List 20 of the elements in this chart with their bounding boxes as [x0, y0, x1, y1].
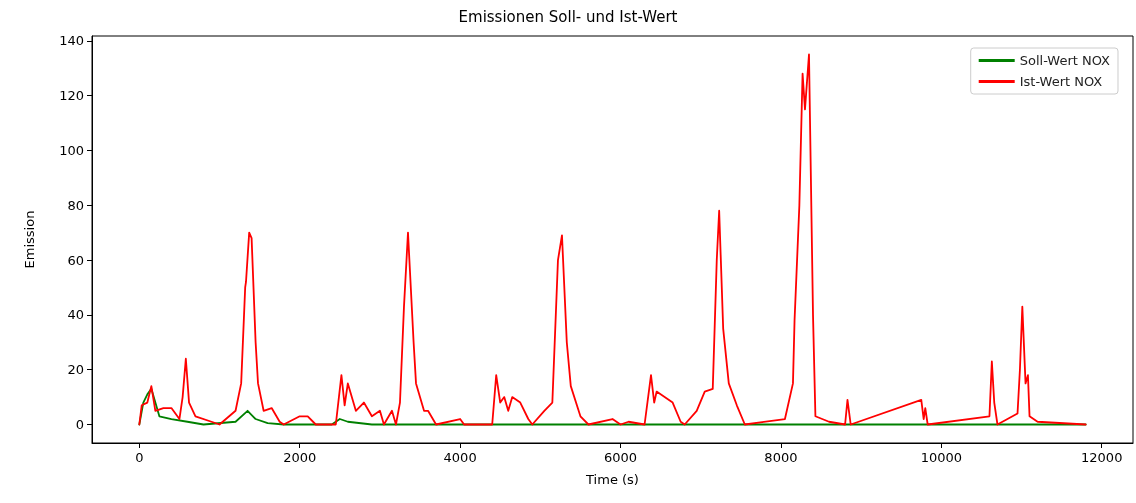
y-tick-label: 20: [67, 362, 84, 378]
x-tick-label: 10000: [920, 450, 962, 465]
y-tick-label: 60: [67, 252, 84, 268]
x-axis-title: Time (s): [585, 472, 639, 487]
y-tick-label: 100: [59, 142, 84, 158]
y-tick-label: 140: [59, 33, 84, 49]
chart-title: Emissionen Soll- und Ist-Wert: [458, 7, 678, 26]
y-axis-title: Emission: [22, 210, 37, 269]
legend-label: Ist-Wert NOX: [1019, 74, 1103, 89]
x-tick-label: 12000: [1081, 450, 1123, 465]
x-tick-label: 6000: [603, 450, 638, 465]
y-tick-label: 120: [59, 88, 84, 104]
x-tick-label: 2000: [283, 450, 317, 465]
x-tick-label: 0: [135, 450, 144, 465]
y-tick-label: 40: [67, 307, 84, 323]
y-tick-label: 80: [67, 197, 84, 213]
y-tick-label: 0: [75, 417, 84, 432]
x-tick-label: 8000: [764, 450, 798, 465]
legend-label: Soll-Wert NOX: [1019, 53, 1111, 68]
x-tick-label: 4000: [443, 450, 477, 465]
